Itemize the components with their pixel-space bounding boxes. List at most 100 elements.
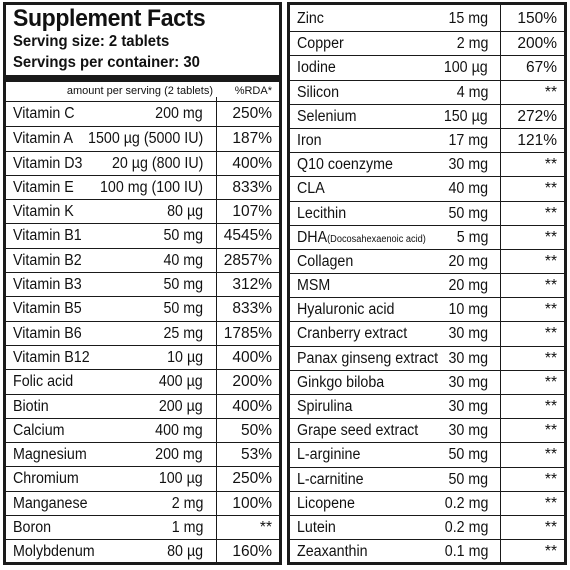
nutrient-amount: 50 mg — [163, 276, 203, 294]
nutrient-rda: ** — [544, 446, 557, 464]
nutrient-amount: 20 mg — [448, 252, 488, 270]
nutrient-row: Molybdenum 80 µg 160% — [6, 539, 279, 562]
right-facts-panel: Zinc 15 mg 150% Copper 2 mg 200% Iodine 100 µg 6… — [287, 2, 567, 565]
nutrient-row: Chromium 100 µg 250% — [6, 466, 279, 490]
nutrient-name: Licopene — [297, 494, 355, 512]
nutrient-rda: 150% — [517, 10, 557, 27]
nutrient-row: Vitamin D3 20 µg (800 IU) 400% — [6, 150, 279, 175]
nutrient-rda: ** — [544, 398, 557, 415]
nutrient-rda: 50% — [240, 421, 272, 439]
nutrient-row: Vitamin B12 10 µg 400% — [6, 344, 279, 369]
nutrient-rda: 400% — [232, 154, 272, 172]
nutrient-row: Magnesium 200 mg 53% — [6, 442, 279, 466]
nutrient-name: Lecithin — [297, 204, 347, 222]
nutrient-row: Vitamin K 80 µg 107% — [6, 199, 279, 223]
nutrient-rda: 250% — [232, 470, 272, 488]
nutrient-rda: 200% — [517, 35, 557, 53]
nutrient-name: Biotin — [13, 397, 49, 415]
nutrient-rda: ** — [544, 494, 557, 512]
nutrient-name: Manganese — [13, 494, 88, 512]
nutrient-amount: 10 µg — [167, 348, 203, 366]
nutrient-amount: 0.2 mg — [444, 494, 488, 512]
nutrient-rda: ** — [544, 422, 557, 440]
nutrient-amount: 400 mg — [155, 421, 203, 439]
nutrient-amount: 200 mg — [155, 446, 203, 464]
nutrient-rda: 200% — [232, 373, 272, 391]
nutrient-name: Selenium — [297, 107, 357, 125]
nutrient-amount: 80 µg — [167, 543, 203, 561]
nutrient-name: Folic acid — [13, 373, 74, 391]
nutrient-row: DHA(Docosahexaenoic acid) 5 mg ** — [290, 224, 564, 249]
nutrient-amount: 15 mg — [448, 10, 488, 27]
left-nutrient-list: Vitamin C 200 mg 250% Vitamin A 1500 µg (500… — [6, 102, 279, 562]
nutrient-row: Q10 coenzyme 30 mg ** — [290, 152, 564, 176]
nutrient-name: Silicon — [297, 83, 340, 101]
nutrient-amount: 20 mg — [448, 277, 488, 295]
nutrient-row: Iron 17 mg 121% — [290, 127, 564, 152]
nutrient-row: Vitamin C 200 mg 250% — [6, 102, 279, 126]
nutrient-rda: 272% — [517, 107, 557, 125]
nutrient-rda: ** — [544, 349, 557, 367]
nutrient-row: MSM 20 mg ** — [290, 273, 564, 297]
nutrient-rda: 121% — [517, 131, 557, 149]
nutrient-row: Grape seed extract 30 mg ** — [290, 418, 564, 442]
nutrient-name: Grape seed extract — [297, 422, 419, 440]
nutrient-rda: ** — [544, 470, 557, 488]
nutrient-amount: 50 mg — [448, 446, 488, 464]
nutrient-name: Chromium — [13, 470, 79, 488]
nutrient-name: Collagen — [297, 252, 354, 270]
nutrient-name: Ginkgo biloba — [297, 373, 385, 391]
nutrient-amount: 4 mg — [456, 83, 488, 101]
servings-per-container: Servings per container: 30 — [13, 54, 200, 71]
nutrient-row: Iodine 100 µg 67% — [290, 55, 564, 79]
nutrient-amount: 50 mg — [448, 470, 488, 488]
nutrient-name: Vitamin B12 — [13, 348, 90, 366]
nutrient-name: Vitamin C — [13, 105, 75, 122]
nutrient-row: Zeaxanthin 0.1 mg ** — [290, 539, 564, 562]
rda-column-header: %RDA* — [234, 85, 272, 97]
nutrient-row: Vitamin A 1500 µg (5000 IU) 187% — [6, 126, 279, 150]
nutrient-row: Vitamin B6 25 mg 1785% — [6, 320, 279, 345]
nutrient-name: Iodine — [297, 59, 336, 77]
nutrient-rda: 833% — [232, 178, 272, 196]
nutrient-rda: 400% — [232, 397, 272, 415]
nutrient-rda: ** — [544, 180, 557, 198]
nutrient-rda: ** — [544, 543, 557, 561]
nutrient-row: Zinc 15 mg 150% — [290, 7, 564, 31]
nutrient-amount: 1 mg — [171, 519, 203, 537]
nutrient-row: Boron 1 mg ** — [6, 515, 279, 539]
nutrient-row: Vitamin B1 50 mg 4545% — [6, 223, 279, 247]
nutrient-rda: 160% — [232, 543, 272, 561]
nutrient-name: MSM — [297, 277, 331, 295]
thick-divider — [6, 75, 279, 82]
nutrient-amount: 1500 µg (5000 IU) — [87, 130, 203, 148]
nutrient-rda: 107% — [232, 203, 272, 221]
nutrient-amount: 40 mg — [163, 251, 203, 269]
nutrient-name: Iron — [297, 131, 322, 149]
nutrient-amount: 30 mg — [448, 325, 488, 343]
amount-column-header: amount per serving (2 tablets) — [66, 85, 213, 97]
nutrient-name: Vitamin K — [13, 203, 74, 221]
nutrient-amount: 0.2 mg — [444, 518, 488, 536]
nutrient-name: Magnesium — [13, 446, 87, 464]
nutrient-row: Ginkgo biloba 30 mg ** — [290, 369, 564, 394]
nutrient-name: Vitamin A — [13, 130, 73, 148]
nutrient-name: Panax ginseng extract — [297, 349, 439, 367]
column-header-row: amount per serving (2 tablets) %RDA* — [6, 82, 279, 102]
nutrient-name: Vitamin D3 — [13, 154, 83, 172]
nutrient-rda: 833% — [232, 300, 272, 318]
nutrient-rda: ** — [544, 373, 557, 391]
nutrient-name: Vitamin B3 — [13, 276, 82, 294]
nutrient-row: Folic acid 400 µg 200% — [6, 369, 279, 393]
nutrient-name: Spirulina — [297, 398, 353, 415]
nutrient-row: Spirulina 30 mg ** — [290, 394, 564, 418]
nutrient-rda: ** — [544, 518, 557, 536]
nutrient-row: Manganese 2 mg 100% — [6, 490, 279, 515]
nutrient-amount: 100 µg — [444, 59, 488, 77]
nutrient-amount: 200 mg — [155, 105, 203, 122]
nutrient-amount: 0.1 mg — [444, 543, 488, 561]
nutrient-name: Boron — [13, 519, 52, 537]
nutrient-amount: 17 mg — [448, 131, 488, 149]
nutrient-rda: 100% — [232, 494, 272, 512]
panel-title: Supplement Facts — [13, 5, 206, 32]
